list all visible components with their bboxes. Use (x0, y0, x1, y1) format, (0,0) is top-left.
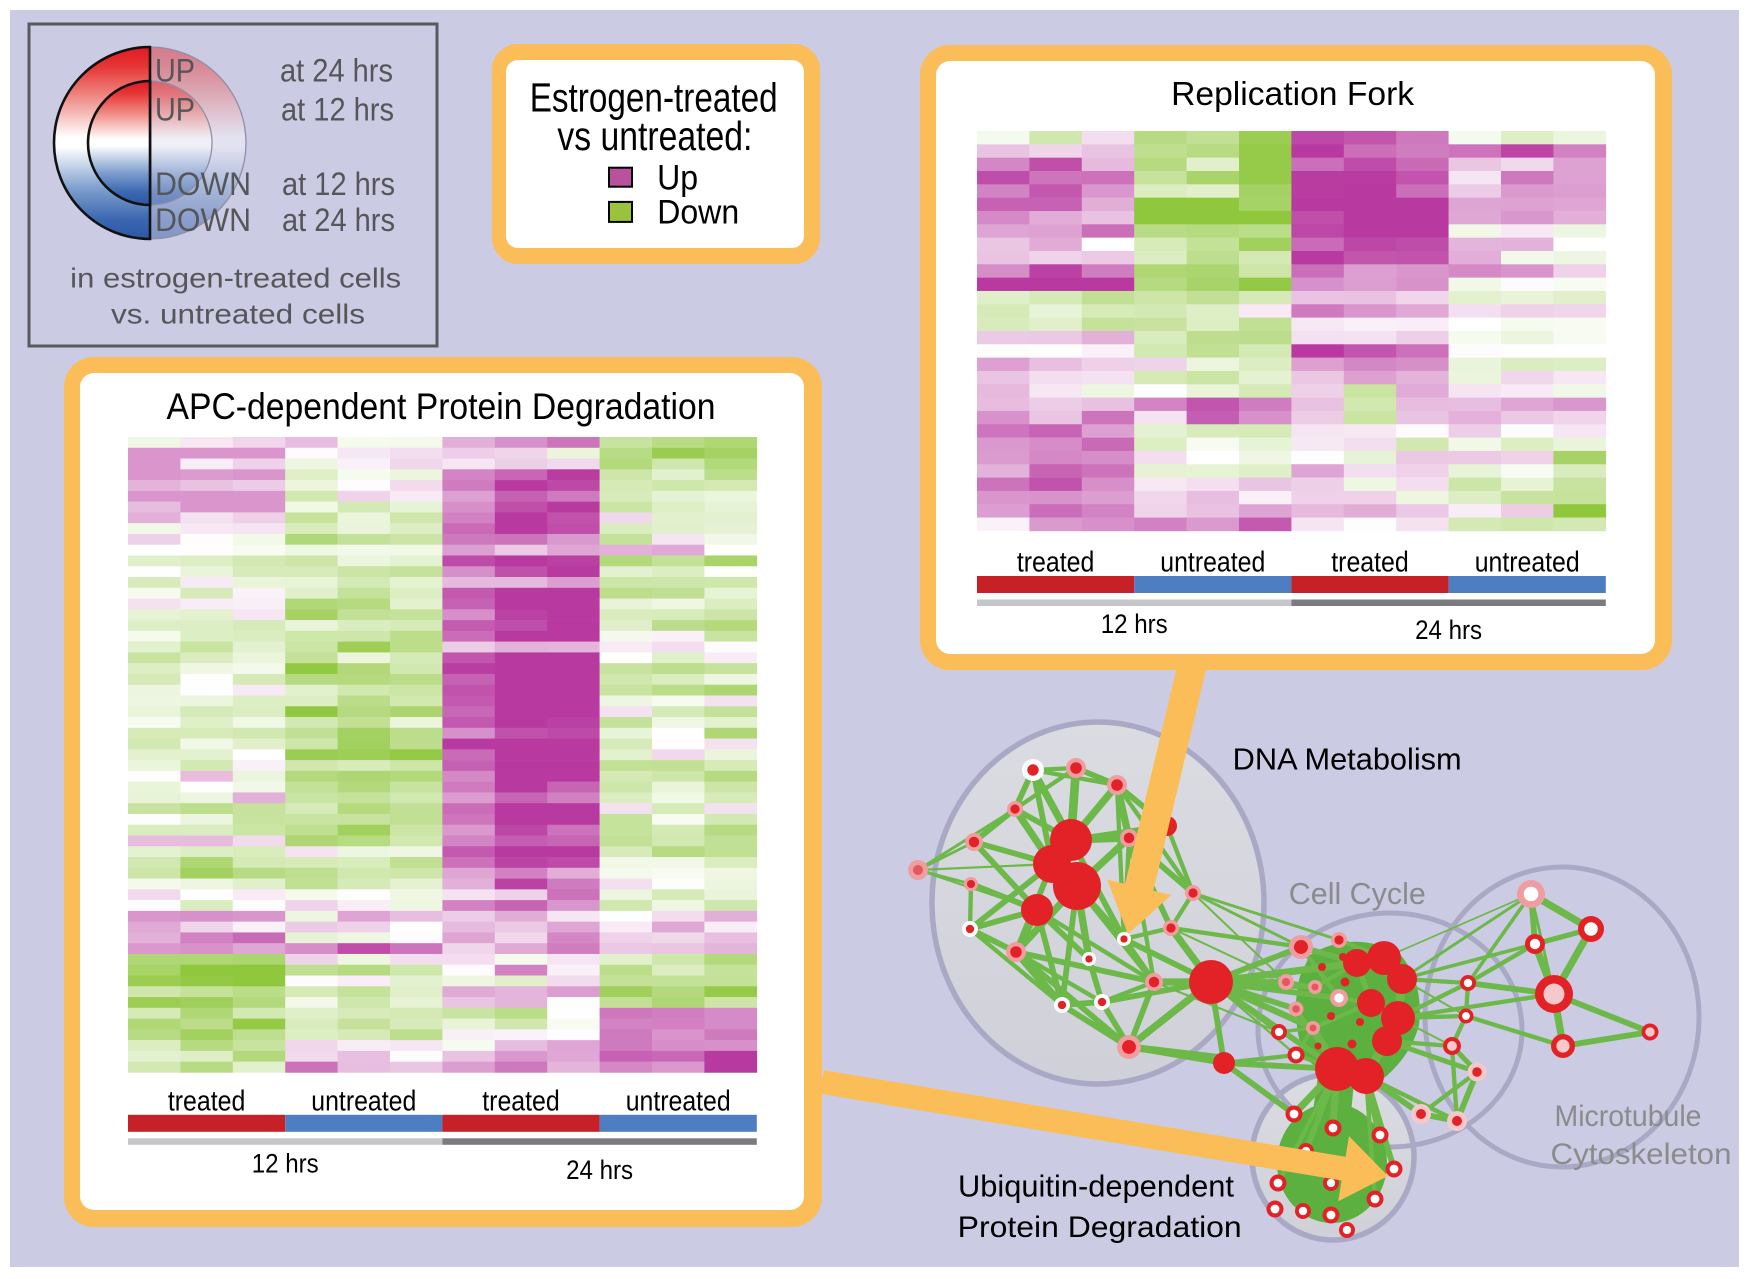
svg-text:Protein Degradation: Protein Degradation (958, 1211, 1242, 1244)
svg-text:UP: UP (155, 52, 195, 88)
svg-text:24 hrs: 24 hrs (1415, 615, 1482, 645)
svg-text:in estrogen-treated cells: in estrogen-treated cells (70, 263, 401, 294)
svg-text:untreated: untreated (311, 1086, 416, 1118)
svg-text:APC-dependent Protein Degradat: APC-dependent Protein Degradation (167, 386, 716, 427)
svg-text:UP: UP (155, 91, 195, 127)
svg-text:Replication Fork: Replication Fork (1171, 75, 1415, 112)
svg-text:12 hrs: 12 hrs (1101, 609, 1168, 639)
svg-text:vs. untreated cells: vs. untreated cells (111, 299, 365, 330)
svg-text:untreated: untreated (1475, 547, 1580, 579)
svg-text:untreated: untreated (626, 1086, 731, 1118)
svg-text:Up: Up (657, 159, 698, 198)
svg-text:DNA Metabolism: DNA Metabolism (1233, 743, 1462, 776)
svg-text:untreated: untreated (1160, 547, 1265, 579)
svg-text:treated: treated (1331, 547, 1409, 579)
svg-text:Down: Down (657, 193, 739, 231)
svg-text:treated: treated (482, 1086, 560, 1118)
svg-text:at 24 hrs: at 24 hrs (280, 52, 393, 88)
svg-text:12 hrs: 12 hrs (252, 1148, 319, 1178)
svg-text:Cytoskeleton: Cytoskeleton (1551, 1138, 1732, 1171)
svg-text:at 12 hrs: at 12 hrs (282, 166, 395, 202)
svg-text:at 24 hrs: at 24 hrs (282, 202, 395, 238)
svg-text:treated: treated (1017, 547, 1095, 579)
svg-text:Estrogen-treated: Estrogen-treated (530, 75, 778, 121)
svg-text:Cell Cycle: Cell Cycle (1289, 876, 1426, 911)
svg-text:Microtubule: Microtubule (1555, 1100, 1702, 1133)
svg-text:Ubiquitin-dependent: Ubiquitin-dependent (958, 1169, 1234, 1204)
svg-text:24 hrs: 24 hrs (566, 1155, 633, 1185)
svg-text:vs untreated:: vs untreated: (557, 113, 752, 159)
svg-text:treated: treated (168, 1086, 246, 1118)
svg-text:at 12 hrs: at 12 hrs (281, 91, 394, 127)
svg-text:DOWN: DOWN (155, 166, 251, 202)
svg-text:DOWN: DOWN (155, 202, 251, 238)
